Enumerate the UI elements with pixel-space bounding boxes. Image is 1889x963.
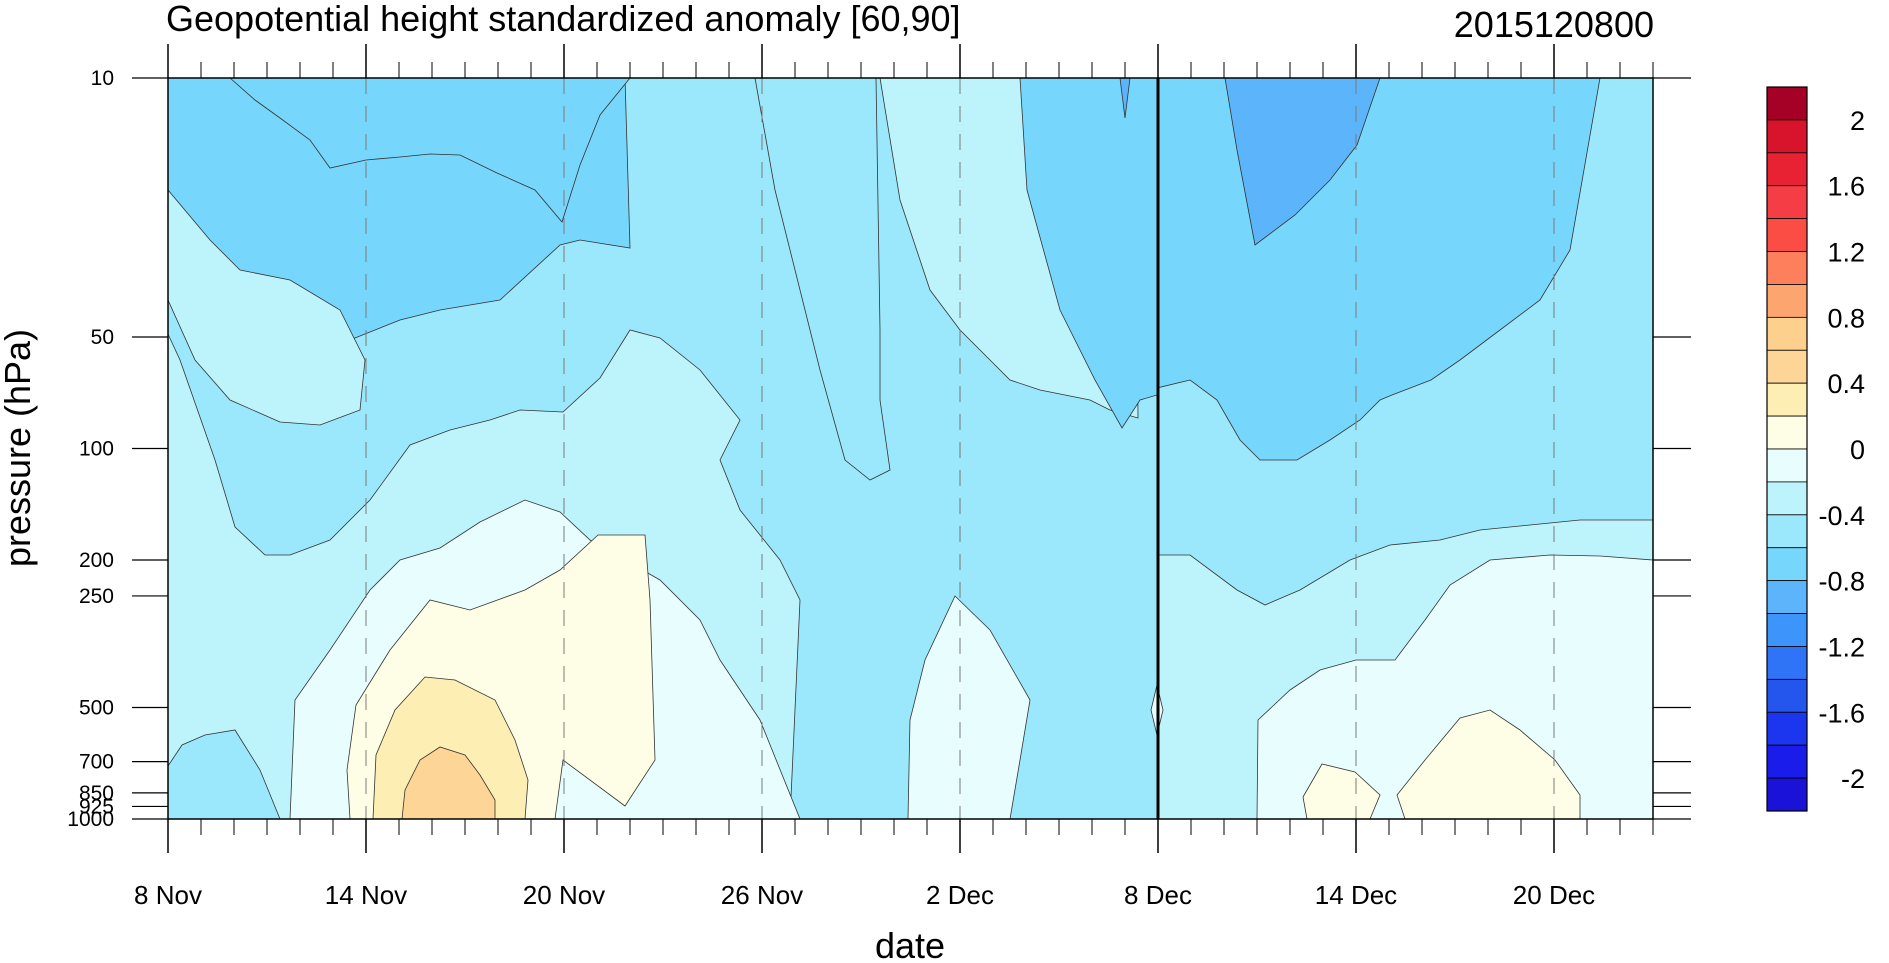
- x-axis-title: date: [875, 925, 945, 963]
- date-gridlines: [167, 78, 1555, 819]
- colorbar-swatch: [1766, 218, 1808, 252]
- colorbar-swatch: [1766, 678, 1808, 713]
- contour-fill-minus02-upper-left-edge: [167, 188, 366, 426]
- colorbar-swatch: [1766, 284, 1808, 318]
- contour-fill-minus08-upper-left: [228, 77, 631, 223]
- colorbar-label: 1.6: [1827, 172, 1865, 202]
- y-tick-label: 700: [79, 751, 114, 774]
- x-tick-label: 14 Dec: [1315, 880, 1397, 910]
- x-tick-label: 2 Dec: [926, 880, 994, 910]
- colorbar-label: 1.2: [1827, 238, 1865, 268]
- colorbar-swatch: [1766, 251, 1808, 285]
- y-tick-label: 250: [79, 585, 114, 608]
- colorbar-swatch: [1766, 185, 1808, 220]
- colorbar-swatch: [1766, 349, 1808, 384]
- x-tick-label: 8 Nov: [134, 880, 202, 910]
- colorbar-frame: [1766, 86, 1808, 812]
- colorbar-swatch: [1766, 514, 1808, 549]
- contour-fill-zero-neg-2dec: [907, 595, 1031, 820]
- y-axis-ticks: [132, 77, 1691, 820]
- colorbar-swatch: [1766, 744, 1808, 779]
- y-tick-label: 500: [79, 696, 114, 719]
- x-axis-ticks: [167, 44, 1654, 853]
- colorbar-label: -2: [1841, 764, 1865, 794]
- x-tick-label: 14 Nov: [325, 880, 407, 910]
- colorbar-swatch: [1766, 119, 1808, 154]
- y-axis-title: pressure (hPa): [0, 329, 38, 567]
- colorbar-label: 0.8: [1827, 303, 1865, 333]
- x-tick-label: 8 Dec: [1124, 880, 1192, 910]
- colorbar-swatch: [1766, 646, 1808, 680]
- colorbar-swatch: [1766, 448, 1808, 483]
- contour-fill-minus06-dec-upper: [1019, 77, 1601, 461]
- colorbar-swatch: [1766, 580, 1808, 614]
- colorbar-swatch: [1766, 777, 1808, 812]
- colorbar-swatch: [1766, 415, 1808, 450]
- colorbar-swatch: [1766, 152, 1808, 187]
- y-tick-label: 1000: [67, 808, 114, 831]
- contour-fill-minus04-central: [754, 77, 891, 481]
- colorbar-swatch: [1766, 481, 1808, 516]
- colorbar-label: 2: [1850, 106, 1865, 136]
- colorbar-label: -0.8: [1818, 567, 1865, 597]
- colorbar-label: -0.4: [1818, 501, 1865, 531]
- plot-area: [167, 77, 1654, 820]
- x-tick-label: 20 Dec: [1513, 880, 1595, 910]
- y-tick-label: 850: [79, 782, 114, 805]
- colorbar-swatch: [1766, 547, 1808, 582]
- colorbar-label: 0.4: [1827, 369, 1865, 399]
- colorbar-labels: 2 1.6 1.2 0.8 0.4 0 -0.4 -0.8 -1.2 -1.6 -2: [1818, 106, 1865, 794]
- colorbar-label: -1.6: [1818, 698, 1865, 728]
- contour-fill-pos04-core: [401, 746, 496, 820]
- colorbar-swatch: [1766, 316, 1808, 351]
- colorbar-label: 0: [1850, 435, 1865, 465]
- y-tick-label: 50: [91, 326, 114, 349]
- chart-title: Geopotential height standardized anomaly…: [166, 0, 961, 39]
- colorbar-swatch: [1766, 711, 1808, 746]
- colorbar-label: -1.2: [1818, 632, 1865, 662]
- chart-subtitle-right: 2015120800: [1454, 4, 1654, 45]
- colorbar: [1766, 86, 1808, 812]
- x-tick-label: 20 Nov: [523, 880, 605, 910]
- colorbar-swatch: [1766, 382, 1808, 417]
- y-tick-label: 200: [79, 549, 114, 572]
- colorbar-swatch: [1766, 613, 1808, 647]
- x-tick-label: 26 Nov: [721, 880, 803, 910]
- y-tick-label: 100: [79, 438, 114, 461]
- contour-fill-minus08-dec-upper: [1224, 77, 1381, 246]
- y-tick-label: 10: [91, 67, 114, 90]
- x-axis-tick-labels: 8 Nov 14 Nov 20 Nov 26 Nov 2 Dec 8 Dec 14 Dec 2…: [134, 880, 1595, 910]
- colorbar-swatch: [1766, 86, 1808, 121]
- contour-fill-pos0-dec-right: [1396, 709, 1581, 820]
- y-tick-label: 925: [79, 795, 114, 818]
